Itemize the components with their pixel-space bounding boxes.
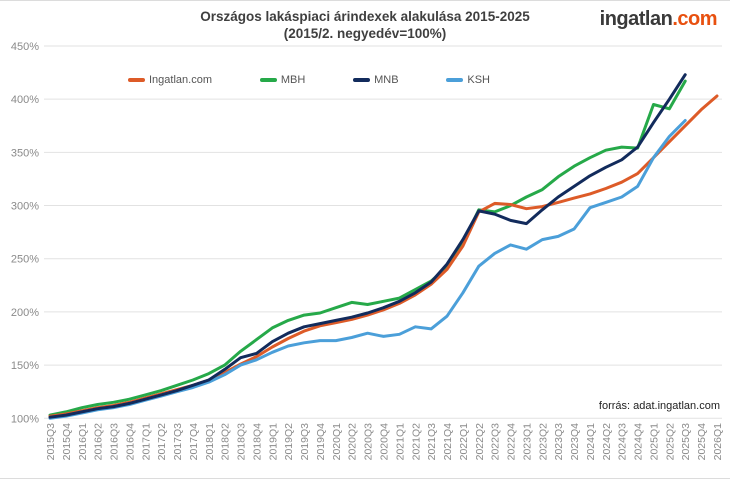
source-note: forrás: adat.ingatlan.com	[598, 400, 720, 412]
x-tick-label: 2024Q2	[601, 423, 613, 461]
y-tick-label: 400%	[11, 94, 39, 106]
y-tick-label: 350%	[11, 147, 39, 159]
legend-swatch	[128, 78, 145, 82]
x-tick-label: 2022Q1	[458, 423, 470, 461]
x-tick-label: 2020Q3	[363, 423, 375, 461]
x-tick-label: 2019Q3	[299, 423, 311, 461]
chart-subtitle: (2015/2. negyedév=100%)	[283, 26, 447, 41]
chart-title: Országos lakáspiaci árindexek alakulása …	[200, 9, 530, 24]
gridlines	[44, 45, 722, 419]
x-tick-label: 2024Q4	[633, 423, 645, 461]
x-tick-label: 2023Q1	[521, 423, 533, 461]
x-tick-label: 2016Q1	[77, 423, 89, 461]
legend-label: MBH	[280, 74, 306, 86]
x-tick-label: 2017Q4	[188, 423, 200, 461]
legend-label: MNB	[374, 74, 399, 86]
x-tick-label: 2018Q1	[204, 423, 216, 461]
y-tick-label: 450%	[11, 41, 39, 53]
x-tick-label: 2017Q2	[156, 423, 168, 461]
legend-item-mnb[interactable]: MNB	[353, 74, 399, 86]
x-tick-label: 2020Q1	[331, 423, 343, 461]
legend-item-mbh[interactable]: MBH	[259, 74, 306, 86]
x-tick-label: 2023Q3	[553, 423, 565, 461]
x-tick-label: 2024Q3	[617, 423, 629, 461]
y-tick-label: 100%	[11, 413, 39, 425]
ingatlan-logo: ingatlan.com	[599, 8, 718, 31]
logo-text-main: ingatlan	[599, 8, 673, 30]
legend-swatch	[446, 78, 464, 82]
x-tick-label: 2021Q3	[426, 423, 438, 461]
x-tick-label: 2019Q2	[283, 423, 295, 461]
x-tick-label: 2022Q3	[490, 423, 502, 461]
y-tick-label: 250%	[11, 254, 39, 266]
x-tick-label: 2023Q4	[569, 423, 581, 461]
y-axis-labels: 100% 150% 200% 250% 300% 350% 400% 450%	[11, 41, 39, 425]
legend-swatch	[353, 78, 371, 82]
x-tick-label: 2015Q4	[61, 423, 73, 461]
x-tick-label: 2025Q3	[680, 423, 692, 461]
chart-title-block: Országos lakáspiaci árindexek alakulása …	[0, 8, 730, 42]
legend-label: KSH	[467, 74, 490, 86]
legend-label: Ingatlan.com	[149, 74, 212, 86]
logo-text-com: .com	[672, 8, 717, 30]
x-tick-label: 2016Q4	[124, 423, 136, 461]
y-tick-label: 150%	[11, 360, 39, 372]
x-tick-label: 2021Q1	[394, 423, 406, 461]
x-tick-label: 2016Q2	[93, 423, 105, 461]
x-tick-label: 2025Q4	[696, 423, 708, 461]
x-tick-label: 2018Q4	[251, 423, 263, 461]
legend-item-ingatlan-com[interactable]: Ingatlan.com	[128, 74, 212, 86]
x-tick-label: 2022Q2	[474, 423, 486, 461]
y-tick-label: 200%	[11, 307, 39, 319]
x-tick-label: 2024Q1	[585, 423, 597, 461]
x-tick-label: 2018Q3	[236, 423, 248, 461]
x-tick-label: 2023Q2	[537, 423, 549, 461]
legend-item-ksh[interactable]: KSH	[446, 74, 490, 86]
chart-legend: Ingatlan.com MBH MNB KSH	[128, 74, 490, 86]
series-line-ksh	[48, 119, 687, 420]
x-tick-label: 2019Q1	[267, 423, 279, 461]
x-tick-label: 2026Q1	[712, 423, 724, 461]
x-tick-label: 2021Q4	[442, 423, 454, 461]
legend-swatch	[259, 78, 277, 82]
x-tick-label: 2021Q2	[410, 423, 422, 461]
x-tick-label: 2020Q4	[379, 423, 391, 461]
x-tick-label: 2018Q2	[220, 423, 232, 461]
x-tick-label: 2025Q2	[664, 423, 676, 461]
x-tick-label: 2015Q3	[45, 423, 57, 461]
x-tick-label: 2017Q1	[140, 423, 152, 461]
series-line-mnb	[48, 73, 687, 419]
x-tick-label: 2020Q2	[347, 423, 359, 461]
x-tick-label: 2017Q3	[172, 423, 184, 461]
x-tick-label: 2025Q1	[648, 423, 660, 461]
series-line-ingatlan-com	[48, 94, 719, 418]
x-axis-labels: 2015Q3 2015Q4 2016Q1 2016Q2 2016Q3 2016Q4 2017…	[45, 423, 724, 461]
x-tick-label: 2019Q4	[315, 423, 327, 461]
series-line-mbh	[48, 79, 687, 417]
y-tick-label: 300%	[11, 201, 39, 213]
x-tick-label: 2022Q4	[506, 423, 518, 461]
x-tick-label: 2016Q3	[109, 423, 121, 461]
